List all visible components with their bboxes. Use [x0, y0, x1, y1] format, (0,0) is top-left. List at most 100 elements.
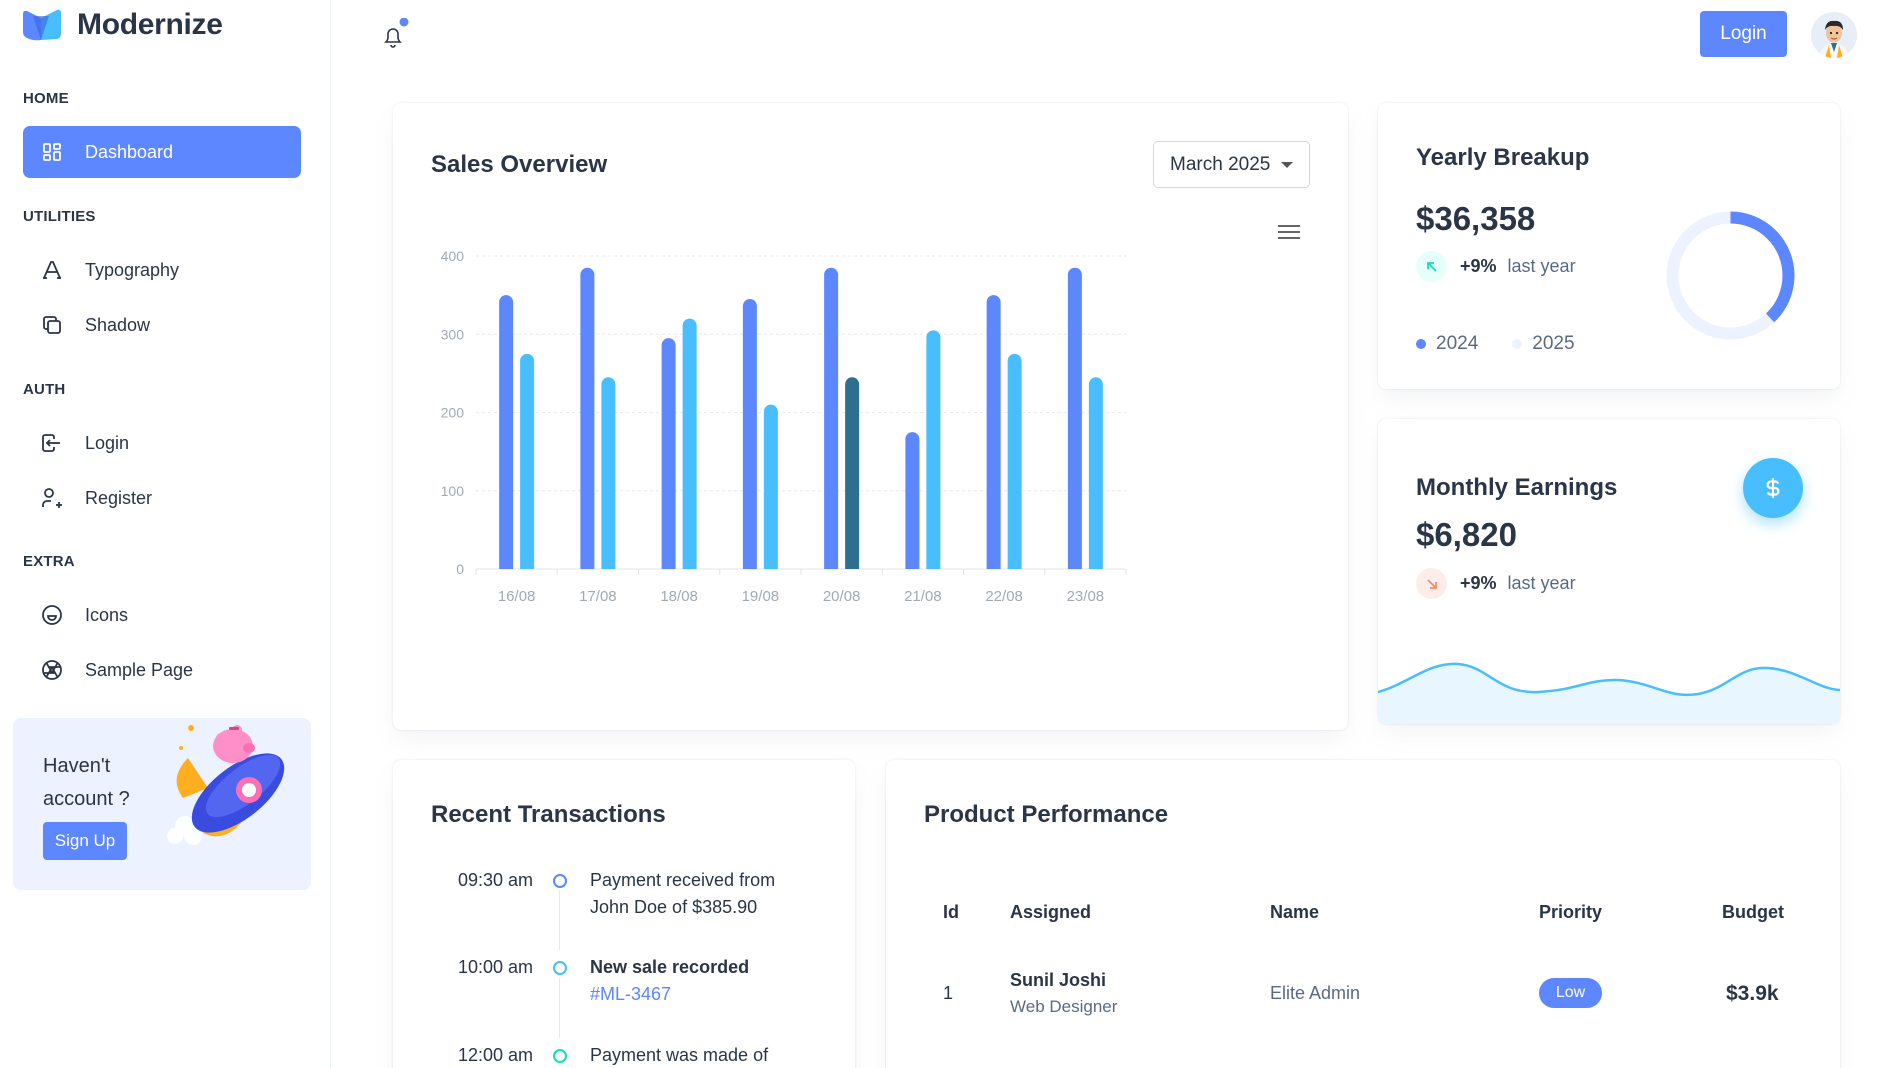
transaction-time: 09:30 am	[457, 870, 533, 890]
y-tick-label: 0	[456, 561, 464, 577]
sidebar-item-label: Shadow	[85, 314, 151, 335]
column-header-assigned: Assigned	[1010, 902, 1092, 922]
transaction-time: 10:00 am	[457, 957, 533, 977]
signup-promo: Haven't account ? Sign Up	[13, 718, 311, 890]
bar	[682, 318, 697, 569]
donut-segment-2024	[1666, 211, 1795, 340]
sidebar-item-typography[interactable]: Typography	[23, 244, 301, 296]
monthly-trend-label: last year	[1507, 573, 1576, 593]
transaction-text: Payment received from John Doe of $385.9…	[590, 870, 776, 917]
sidebar-item-register[interactable]: Register	[23, 472, 301, 524]
user-avatar[interactable]	[1811, 12, 1857, 58]
bar	[905, 432, 920, 569]
timeline-dot	[553, 961, 567, 975]
notification-bell-icon[interactable]	[375, 17, 411, 54]
transaction-content: New sale recorded #ML-3467	[590, 954, 810, 1008]
product-performance-title: Product Performance	[924, 801, 1169, 828]
transaction-link[interactable]: #ML-3467	[590, 984, 672, 1004]
x-tick-label: 19/08	[742, 588, 780, 605]
bar	[742, 299, 757, 569]
login-icon	[39, 430, 65, 456]
nav-caption-home: HOME	[23, 90, 69, 107]
recent-transactions-title: Recent Transactions	[431, 801, 666, 828]
product-performance-card: Product Performance Id Assigned Name Pri…	[886, 760, 1840, 1068]
header-login-button[interactable]: Login	[1700, 11, 1787, 57]
sidebar-item-icons[interactable]: Icons	[23, 589, 301, 641]
x-tick-label: 23/08	[1067, 588, 1105, 605]
promo-text: Haven't account ?	[43, 755, 130, 810]
currency-dollar-button[interactable]	[1743, 458, 1803, 518]
brand-name: Modernize	[77, 8, 223, 41]
monthly-earnings-title: Monthly Earnings	[1416, 474, 1618, 501]
modernize-logo-icon	[21, 8, 63, 42]
chart-menu-icon[interactable]	[1278, 225, 1300, 241]
yearly-amount: $36,358	[1416, 200, 1536, 237]
yearly-breakup-title: Yearly Breakup	[1416, 144, 1590, 171]
y-tick-label: 200	[441, 405, 465, 421]
yearly-trend-pct: +9%	[1460, 256, 1497, 276]
layout-dashboard-icon	[39, 139, 65, 165]
sidebar-item-label: Register	[85, 487, 153, 508]
arrow-down-right-icon	[1416, 568, 1447, 599]
cell-id: 1	[943, 983, 954, 1003]
monthly-trend: +9% last year	[1416, 568, 1576, 599]
sidebar-item-sample-page[interactable]: Sample Page	[23, 644, 301, 696]
brand[interactable]: Modernize	[21, 8, 223, 42]
monthly-amount: $6,820	[1416, 516, 1517, 553]
sidebar-item-label: Sample Page	[85, 659, 194, 680]
mood-happy-icon	[39, 602, 65, 628]
copy-icon	[39, 312, 65, 338]
column-header-id: Id	[943, 902, 959, 922]
transaction-time: 12:00 am	[457, 1045, 533, 1065]
nav-caption-extra: EXTRA	[23, 553, 75, 570]
cell-name: Elite Admin	[1270, 983, 1361, 1003]
x-tick-label: 22/08	[985, 588, 1023, 605]
timeline-dot	[553, 874, 567, 888]
column-header-budget: Budget	[1722, 902, 1784, 922]
month-select-value: March 2025	[1170, 153, 1271, 175]
sales-bar-chart: 0 100 200 300 400 16/08 17/08 18/08 19/08 20/08 21…	[441, 248, 1127, 605]
x-tick-label: 18/08	[660, 588, 698, 605]
cell-role: Web Designer	[1010, 997, 1118, 1016]
yearly-donut-chart	[1666, 211, 1795, 340]
x-tick-label: 17/08	[579, 588, 617, 605]
legend-label-2025: 2025	[1532, 333, 1575, 354]
cell-budget: $3.9k	[1726, 982, 1779, 1005]
transaction-text: Payment was made of	[590, 1045, 769, 1065]
typography-icon	[39, 257, 65, 283]
column-header-priority: Priority	[1539, 902, 1603, 922]
bar	[1007, 353, 1022, 569]
sidebar-item-dashboard[interactable]: Dashboard	[23, 126, 301, 178]
sidebar: Modernize HOME Dashboard UTILITIES Typog…	[0, 0, 331, 1068]
y-tick-label: 300	[441, 326, 465, 342]
cell-assigned: Sunil Joshi	[1010, 970, 1107, 990]
sidebar-item-label: Icons	[85, 604, 129, 625]
priority-badge: Low	[1539, 978, 1602, 1008]
sidebar-item-login[interactable]: Login	[23, 417, 301, 469]
x-tick-label: 16/08	[498, 588, 536, 605]
yearly-legend: 2024 2025	[1416, 333, 1575, 355]
bar	[661, 338, 676, 569]
x-tick-label: 21/08	[904, 588, 942, 605]
sales-overview-card: Sales Overview March 2025 0 100 200 300 400 1…	[393, 103, 1348, 730]
arrow-up-left-icon	[1416, 251, 1447, 282]
sidebar-item-shadow[interactable]: Shadow	[23, 299, 301, 351]
sales-overview-title: Sales Overview	[431, 151, 608, 178]
bar	[601, 377, 616, 569]
monthly-earnings-card: Monthly Earnings $6,820 +9% last year	[1378, 419, 1840, 724]
timeline-connector	[559, 890, 560, 950]
currency-dollar-icon	[1766, 478, 1780, 498]
month-select[interactable]: March 2025	[1153, 141, 1310, 188]
legend-label-2024: 2024	[1436, 333, 1479, 354]
sidebar-item-label: Typography	[85, 259, 180, 280]
earnings-sparkline	[1378, 662, 1840, 724]
transaction-text: New sale recorded	[590, 957, 750, 977]
yearly-trend: +9% last year	[1416, 251, 1576, 282]
user-plus-icon	[39, 485, 65, 511]
bar	[763, 404, 778, 569]
y-tick-label: 100	[441, 483, 465, 499]
sign-up-button[interactable]: Sign Up	[43, 822, 127, 860]
sidebar-item-label: Login	[85, 432, 130, 453]
timeline-connector	[559, 978, 560, 1038]
bar	[926, 330, 941, 569]
